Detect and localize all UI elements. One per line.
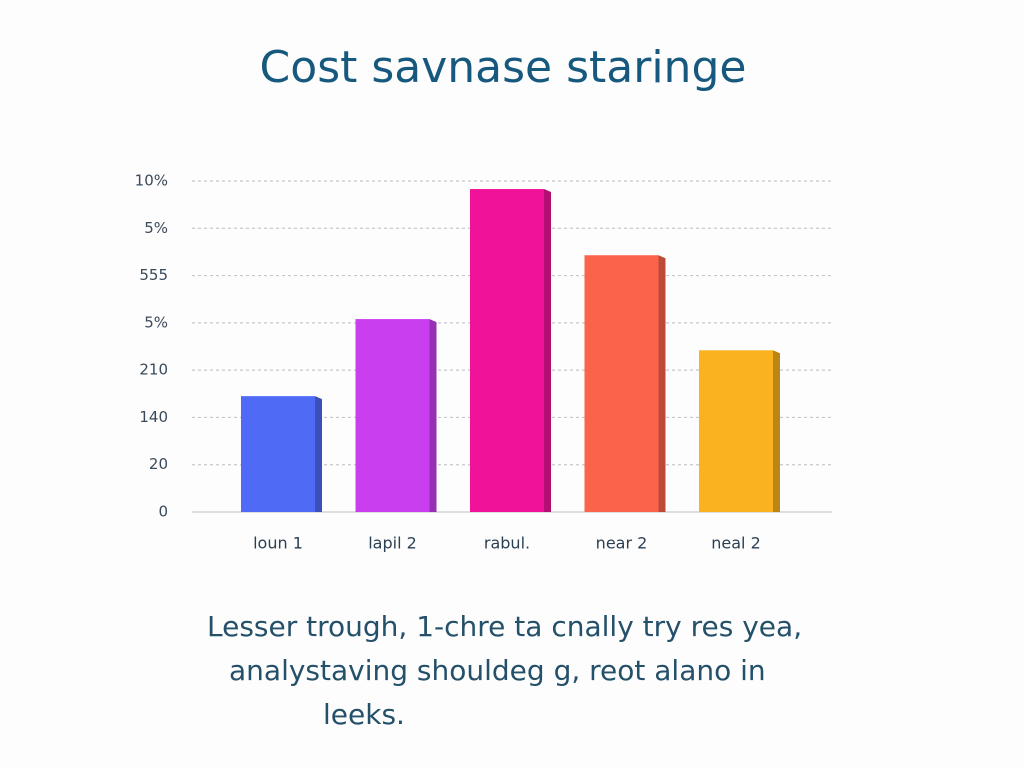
- x-tick-label: near 2: [596, 534, 648, 553]
- y-tick-label: 20: [149, 455, 168, 473]
- y-tick-label: 5%: [144, 313, 168, 331]
- chart-title: Cost savnase staringe: [260, 42, 747, 93]
- bar: [470, 189, 544, 512]
- bar: [699, 350, 773, 512]
- y-tick-label: 140: [139, 408, 168, 426]
- bar: [355, 319, 430, 512]
- annotation: analystaving shouldeg g, reot alano in: [229, 654, 766, 687]
- y-tick-label: 210: [139, 361, 168, 379]
- x-tick-label: rabul.: [484, 534, 530, 553]
- bar: [241, 396, 315, 512]
- y-tick-label: 0: [158, 503, 168, 521]
- annotation: leeks.: [323, 698, 405, 731]
- y-tick-label: 10%: [135, 172, 168, 190]
- bar-side: [429, 319, 437, 512]
- bar-side: [315, 396, 322, 512]
- x-tick-label: loun 1: [253, 534, 303, 553]
- y-tick-label: 5%: [144, 219, 168, 237]
- bar-side: [773, 350, 780, 512]
- y-tick-label: 555: [139, 266, 168, 284]
- x-tick-label: lapil 2: [368, 534, 417, 553]
- bar-side: [544, 189, 551, 512]
- x-tick-label: neal 2: [711, 534, 761, 553]
- bar-side: [658, 255, 666, 512]
- bar: [584, 255, 659, 512]
- annotation: Lesser trough, 1-chre ta cnally try res …: [207, 610, 802, 643]
